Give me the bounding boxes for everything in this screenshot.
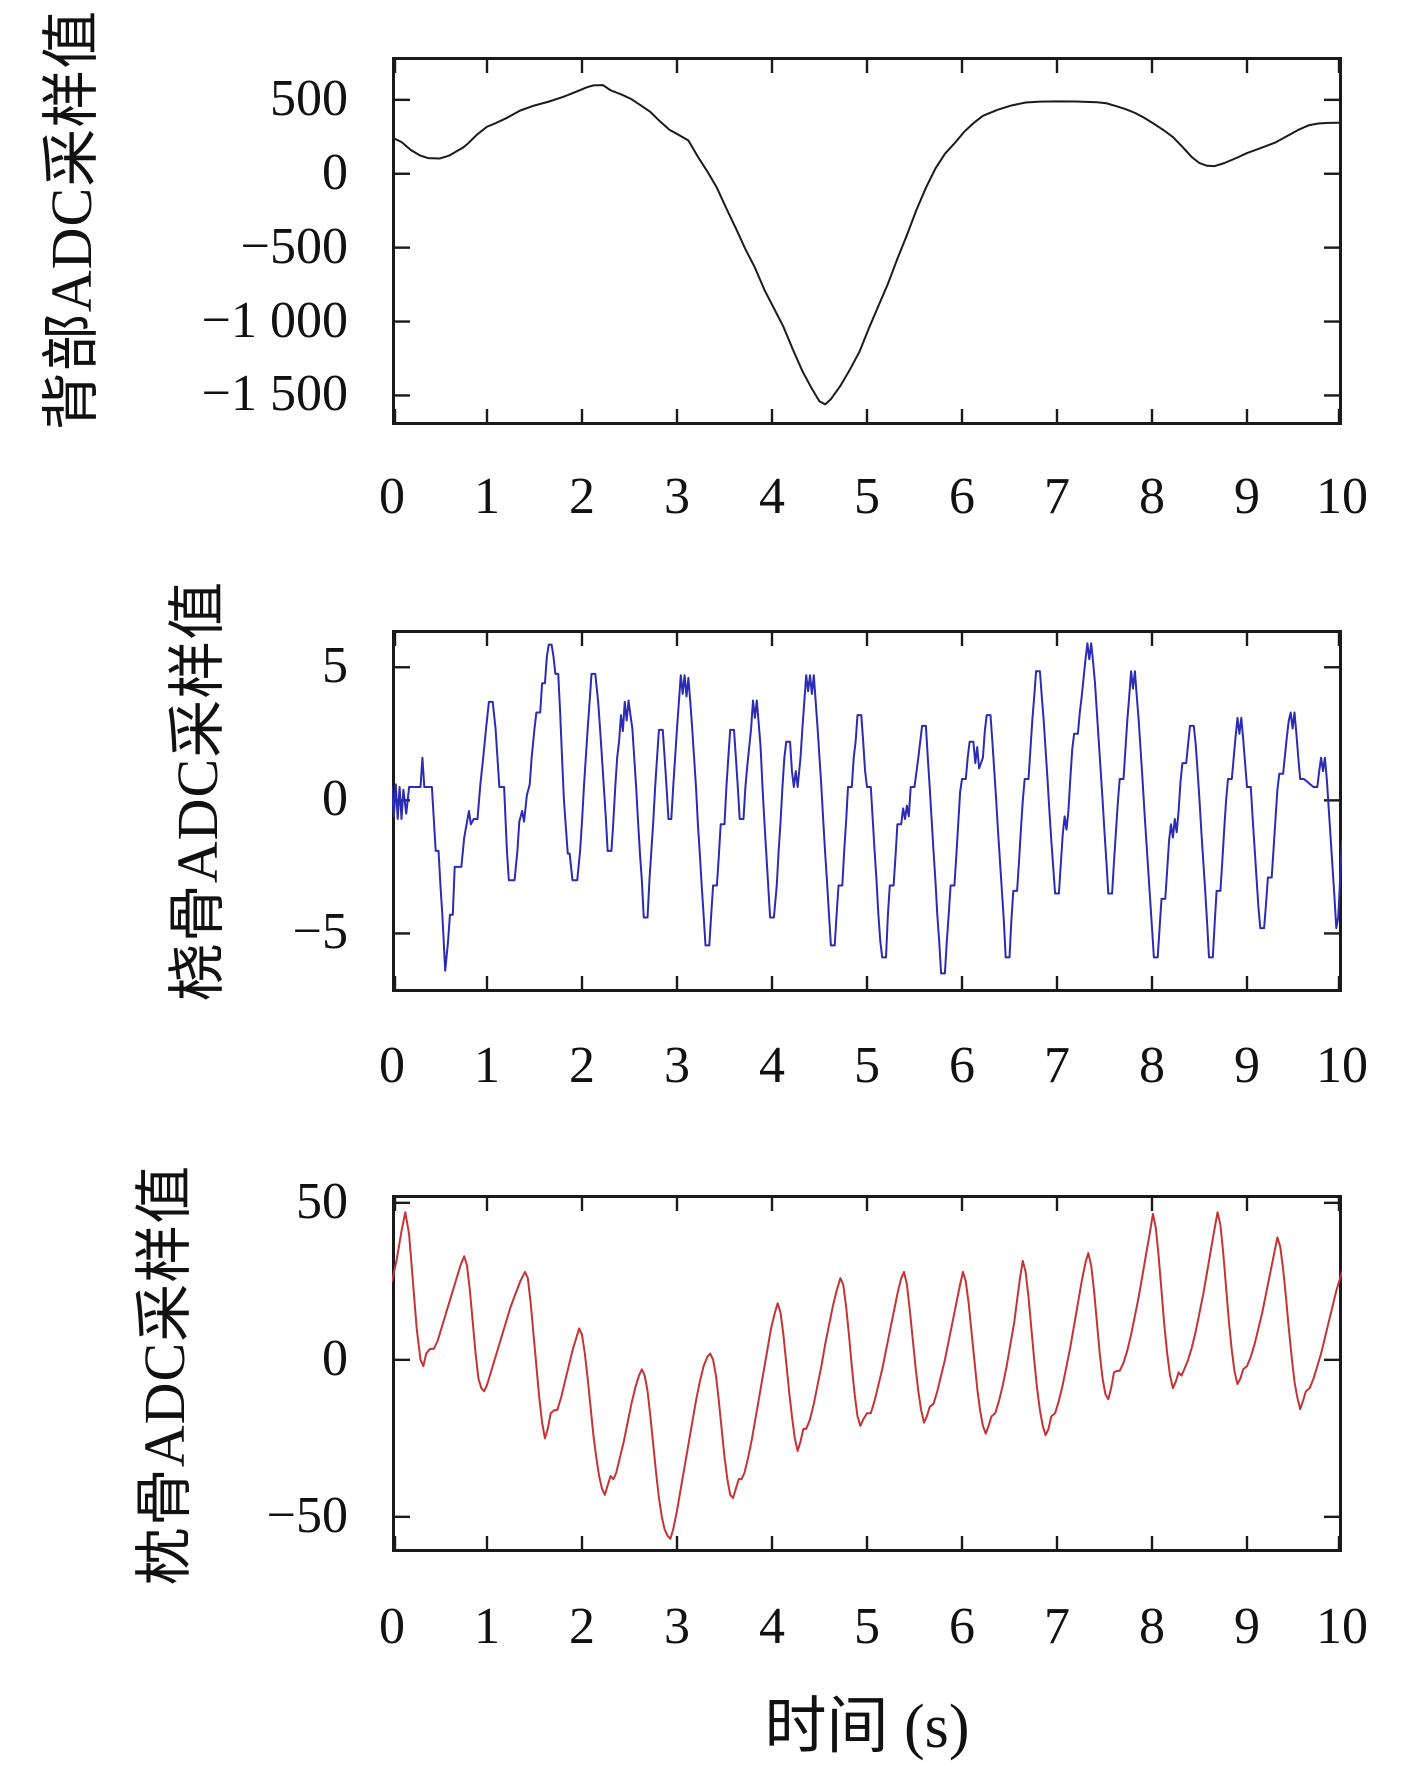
- x-tick-label: 2: [569, 468, 595, 525]
- x-tick-label: 3: [664, 1037, 690, 1094]
- y-tick-label: 0: [322, 770, 348, 828]
- x-tick-label: 10: [1316, 1598, 1368, 1655]
- x-tick-label: 10: [1316, 468, 1368, 525]
- x-tick-label: 7: [1044, 468, 1070, 525]
- plot-frame: [392, 1195, 1342, 1552]
- y-tick-label: −1 000: [201, 291, 348, 349]
- x-tick-label: 1: [474, 1598, 500, 1655]
- x-tick-label: 10: [1316, 1037, 1368, 1094]
- plot-frame: [392, 630, 1342, 992]
- y-tick-label: 50: [296, 1172, 348, 1230]
- x-tick-label: 4: [759, 1037, 785, 1094]
- x-tick-label: 7: [1044, 1598, 1070, 1655]
- x-tick-label: 8: [1139, 1037, 1165, 1094]
- series-line: [392, 642, 1342, 975]
- x-axis-label-time: 时间 (s): [764, 1693, 970, 1761]
- x-tick-label: 9: [1234, 1598, 1260, 1655]
- x-tick-label: 9: [1234, 1037, 1260, 1094]
- x-tick-label: 5: [854, 1598, 880, 1655]
- x-tick-label: 7: [1044, 1037, 1070, 1094]
- y-tick-label: 500: [270, 69, 348, 127]
- y-tick-label: −500: [240, 217, 348, 275]
- x-tick-label: 0: [379, 1037, 405, 1094]
- x-tick-label: 4: [759, 468, 785, 525]
- plot-radius-adc: [392, 630, 1342, 992]
- plot-frame: [392, 57, 1342, 425]
- x-tick-label: 8: [1139, 468, 1165, 525]
- x-tick-label: 4: [759, 1598, 785, 1655]
- x-tick-label: 6: [949, 1598, 975, 1655]
- x-tick-label: 2: [569, 1598, 595, 1655]
- x-tick-label: 5: [854, 1037, 880, 1094]
- y-tick-label: 0: [322, 143, 348, 201]
- x-tick-label: 6: [949, 468, 975, 525]
- x-tick-label: 3: [664, 468, 690, 525]
- x-tick-label: 8: [1139, 1598, 1165, 1655]
- series-line: [392, 1211, 1342, 1540]
- x-tick-label: 3: [664, 1598, 690, 1655]
- x-tick-label: 6: [949, 1037, 975, 1094]
- y-tick-label: 0: [322, 1329, 348, 1387]
- x-tick-label: 0: [379, 1598, 405, 1655]
- x-tick-label: 1: [474, 468, 500, 525]
- y-tick-label: 5: [322, 637, 348, 695]
- x-tick-label: 1: [474, 1037, 500, 1094]
- plot-back-adc: [392, 57, 1342, 425]
- x-tick-label: 0: [379, 468, 405, 525]
- y-tick-label: −1 500: [201, 365, 348, 423]
- x-tick-label: 2: [569, 1037, 595, 1094]
- x-tick-label: 9: [1234, 468, 1260, 525]
- plot-occiput-adc: [392, 1195, 1342, 1552]
- y-tick-label: −50: [266, 1486, 348, 1544]
- y-tick-label: −5: [292, 903, 348, 961]
- x-tick-label: 5: [854, 468, 880, 525]
- series-line: [392, 84, 1342, 406]
